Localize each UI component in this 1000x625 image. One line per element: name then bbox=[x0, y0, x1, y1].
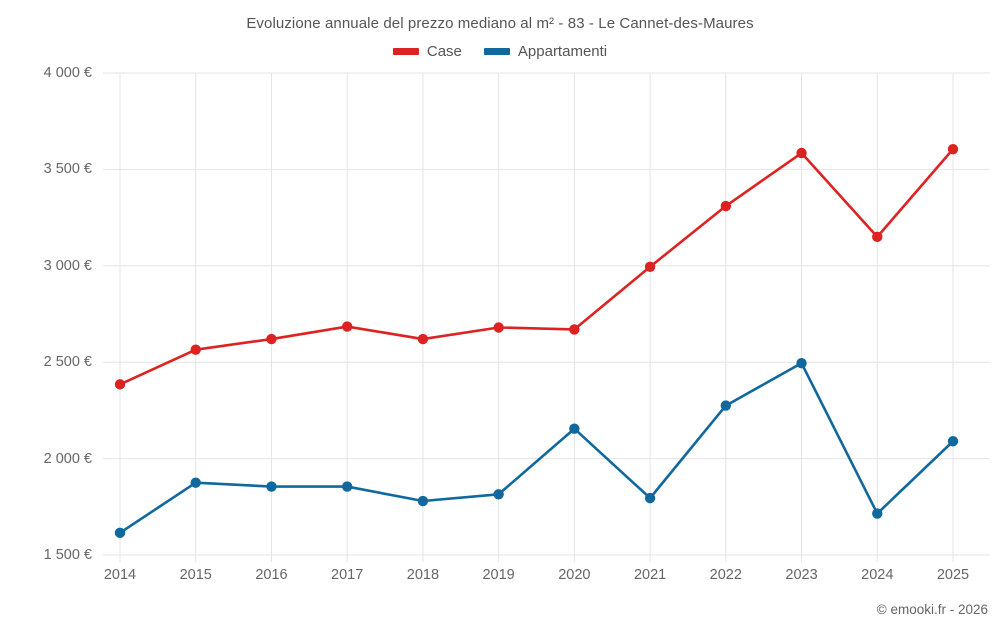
data-point[interactable] bbox=[190, 344, 201, 355]
data-point[interactable] bbox=[417, 333, 429, 345]
legend-item-appartamenti[interactable]: Appartamenti bbox=[483, 43, 608, 60]
data-point[interactable] bbox=[872, 508, 883, 519]
data-point[interactable] bbox=[947, 436, 959, 447]
legend-label: Appartamenti bbox=[517, 43, 608, 60]
data-point[interactable] bbox=[569, 423, 580, 434]
data-point[interactable] bbox=[644, 492, 656, 504]
chart-title: Evoluzione annuale del prezzo mediano al… bbox=[246, 15, 754, 32]
data-point[interactable] bbox=[341, 481, 353, 492]
legend-swatch-icon bbox=[483, 48, 510, 55]
data-point[interactable] bbox=[872, 231, 883, 243]
data-point[interactable] bbox=[417, 495, 429, 507]
data-point[interactable] bbox=[720, 400, 732, 411]
credit-text: © emooki.fr - 2026 bbox=[876, 602, 988, 617]
series-line-appartamenti bbox=[118, 361, 955, 535]
data-point[interactable] bbox=[493, 489, 504, 500]
data-point[interactable] bbox=[947, 143, 959, 155]
legend-label: Case bbox=[426, 43, 462, 60]
data-point[interactable] bbox=[190, 477, 201, 488]
data-point[interactable] bbox=[796, 147, 807, 159]
data-point[interactable] bbox=[569, 324, 580, 335]
chart-legend: Case Appartamenti bbox=[0, 43, 1000, 60]
data-point[interactable] bbox=[266, 481, 277, 492]
data-point[interactable] bbox=[644, 261, 656, 272]
series-line-case bbox=[118, 147, 955, 386]
data-point[interactable] bbox=[266, 333, 277, 345]
legend-item-case[interactable]: Case bbox=[392, 43, 462, 60]
data-point[interactable] bbox=[341, 321, 353, 332]
data-point[interactable] bbox=[114, 379, 126, 390]
data-point[interactable] bbox=[114, 527, 126, 539]
data-point[interactable] bbox=[720, 200, 732, 212]
data-point[interactable] bbox=[796, 357, 807, 369]
data-point[interactable] bbox=[493, 322, 504, 333]
legend-swatch-icon bbox=[392, 48, 419, 55]
